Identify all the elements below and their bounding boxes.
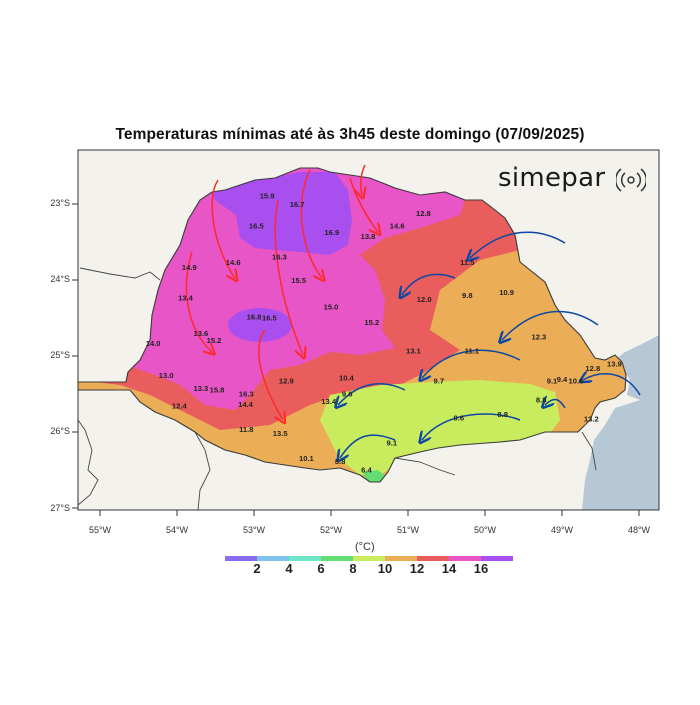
map-frame [77, 149, 660, 511]
brand-box [505, 154, 651, 200]
station-value: 13.9 [607, 360, 622, 369]
station-value: 13.4 [178, 294, 194, 303]
station-value: 12.9 [279, 376, 294, 385]
station-value: 14.9 [182, 263, 197, 272]
station-value: 15.5 [291, 276, 307, 285]
station-value: 15.2 [364, 318, 379, 327]
legend-tick-6: 6 [317, 561, 325, 576]
axis-ticks [72, 203, 640, 516]
station-value: 15.9 [260, 192, 275, 201]
station-value: 13.3 [194, 384, 209, 393]
station-value: 12.0 [417, 295, 432, 304]
lon-label-54: 54°W [165, 525, 189, 535]
lon-label-53: 53°W [242, 525, 266, 535]
station-value: 16.7 [290, 200, 305, 209]
legend-swatch [225, 556, 257, 561]
legend-tick-14: 14 [441, 561, 457, 576]
station-value: 12.3 [532, 332, 547, 341]
station-value: 11.1 [465, 347, 480, 356]
station-value: 12.8 [585, 364, 600, 373]
legend-tick-8: 8 [349, 561, 357, 576]
station-value: 9.7 [434, 376, 445, 385]
station-value: 16.3 [272, 253, 287, 262]
station-value: 14.4 [238, 400, 254, 409]
station-value: 16.9 [324, 228, 339, 237]
legend-tick-4: 4 [285, 561, 293, 576]
station-value: 9.1 [547, 376, 558, 385]
station-value: 13.8 [361, 232, 376, 241]
station-value: 10.9 [499, 288, 514, 297]
station-values: 15.9 16.7 16.5 16.9 13.8 14.6 12.8 16.3 14.6 14.9… [146, 192, 622, 475]
station-value: 13.2 [584, 414, 599, 423]
lat-label-26: 26°S [50, 426, 70, 436]
station-value: 13.4 [321, 397, 337, 406]
station-value: 15.8 [210, 386, 225, 395]
station-value: 15.2 [207, 336, 222, 345]
lat-label-23: 23°S [50, 198, 70, 208]
station-value: 9.4 [557, 375, 568, 384]
legend-swatch [449, 556, 481, 561]
station-value: 13.6 [194, 329, 209, 338]
legend-tick-2: 2 [253, 561, 261, 576]
legend-swatch [417, 556, 449, 561]
cold-flow-arrows [338, 231, 641, 458]
station-value: 11.8 [239, 425, 253, 434]
page-title: Temperaturas mínimas até às 3h45 deste d… [115, 126, 585, 143]
signal-waves-icon [616, 168, 646, 192]
station-value: 13.5 [273, 429, 289, 438]
legend-tick-16: 16 [473, 561, 489, 576]
station-value: 10.4 [339, 373, 355, 382]
lon-label-51: 51°W [396, 525, 420, 535]
station-value: 14.0 [146, 339, 161, 348]
station-value: 15.0 [324, 303, 339, 312]
legend-swatch [257, 556, 289, 561]
lat-label-27: 27°S [50, 503, 70, 513]
brand-logo-text: simepar [498, 163, 606, 193]
station-value: 13.0 [159, 371, 174, 380]
station-value: 12.4 [172, 401, 188, 410]
station-value: 12.8 [416, 209, 431, 218]
station-value: 6.4 [361, 465, 372, 474]
station-value: 16.5 [249, 221, 265, 230]
band-16-center [228, 308, 292, 342]
station-value: 8.8 [536, 395, 547, 404]
station-value: 9.6 [342, 389, 353, 398]
station-value: 9.6 [454, 414, 465, 423]
ocean [582, 335, 659, 510]
legend-swatch [353, 556, 385, 561]
station-value: 14.6 [390, 221, 405, 230]
station-value: 10.1 [299, 454, 315, 463]
legend-swatch [321, 556, 353, 561]
station-value: 16.5 [262, 313, 278, 322]
station-value: 16.8 [247, 313, 262, 322]
legend-swatch [385, 556, 417, 561]
station-value: 14.6 [226, 258, 241, 267]
neighbor-borders [78, 267, 597, 510]
station-value: 8.8 [497, 410, 508, 419]
station-value: 16.3 [239, 389, 254, 398]
station-value: 10.4 [569, 376, 585, 385]
legend-swatch [481, 556, 513, 561]
station-value: 13.1 [406, 347, 422, 356]
lat-label-24: 24°S [50, 274, 70, 284]
lon-label-50: 50°W [473, 525, 497, 535]
lon-label-52: 52°W [319, 525, 343, 535]
legend-colorbar [225, 556, 513, 561]
station-value: 11.5 [460, 258, 475, 267]
legend-swatch [289, 556, 321, 561]
lon-label-55: 55°W [88, 525, 112, 535]
station-value: 8.8 [335, 457, 346, 466]
warm-flow-arrows [185, 164, 378, 420]
lat-label-25: 25°S [50, 350, 70, 360]
legend-units: (°C) [355, 541, 375, 553]
station-value: 9.8 [462, 291, 473, 300]
lon-label-48: 48°W [627, 525, 651, 535]
legend-tick-12: 12 [409, 561, 425, 576]
legend-tick-10: 10 [377, 561, 393, 576]
lon-label-49: 49°W [550, 525, 574, 535]
station-value: 9.1 [387, 439, 398, 448]
